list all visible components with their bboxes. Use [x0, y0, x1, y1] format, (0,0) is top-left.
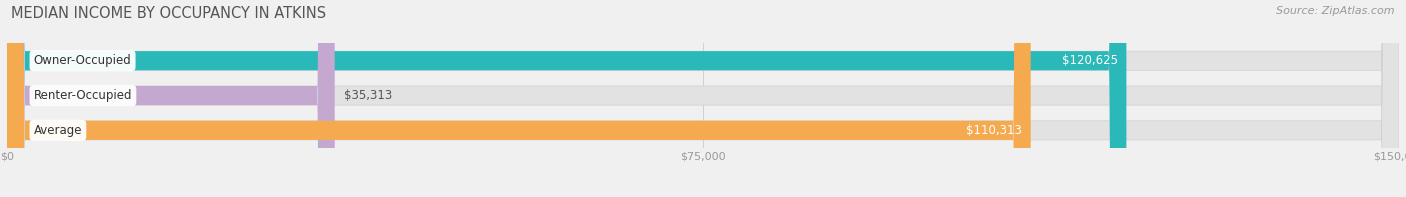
FancyBboxPatch shape: [7, 0, 1031, 197]
Text: $110,313: $110,313: [966, 124, 1022, 137]
FancyBboxPatch shape: [7, 0, 335, 197]
Text: $120,625: $120,625: [1062, 54, 1118, 67]
FancyBboxPatch shape: [7, 0, 1399, 197]
FancyBboxPatch shape: [7, 0, 1126, 197]
Text: MEDIAN INCOME BY OCCUPANCY IN ATKINS: MEDIAN INCOME BY OCCUPANCY IN ATKINS: [11, 6, 326, 21]
Text: $35,313: $35,313: [343, 89, 392, 102]
Text: Average: Average: [34, 124, 82, 137]
Text: Source: ZipAtlas.com: Source: ZipAtlas.com: [1277, 6, 1395, 16]
FancyBboxPatch shape: [7, 0, 1399, 197]
Text: Renter-Occupied: Renter-Occupied: [34, 89, 132, 102]
Text: Owner-Occupied: Owner-Occupied: [34, 54, 131, 67]
FancyBboxPatch shape: [7, 0, 1399, 197]
